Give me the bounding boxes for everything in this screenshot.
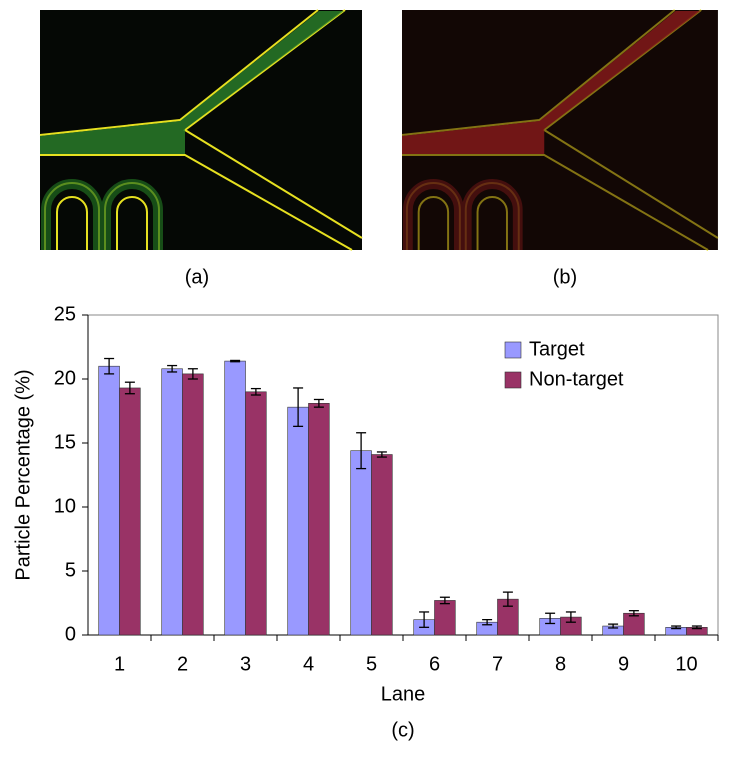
y-axis-title: Particle Percentage (%) (12, 369, 34, 580)
x-tick-label: 3 (240, 653, 251, 675)
error-bar (439, 596, 450, 605)
error-bar (376, 451, 387, 458)
error-bar (628, 610, 639, 617)
x-tick-label: 1 (114, 653, 125, 675)
x-tick-label: 4 (303, 653, 314, 675)
error-bar (502, 591, 513, 607)
legend-label: Target (529, 338, 585, 360)
error-bar (545, 612, 556, 625)
legend-swatch (504, 371, 522, 389)
error-bar (230, 359, 241, 363)
bar (245, 391, 267, 636)
caption: (c) (391, 719, 414, 741)
error-bar (104, 357, 115, 375)
x-axis-title: Lane (381, 683, 426, 705)
y-tick-label: 10 (54, 495, 76, 517)
x-tick-label: 7 (492, 653, 503, 675)
image-b (401, 9, 719, 251)
panel-label: (b) (553, 266, 577, 288)
bar (623, 612, 645, 636)
y-tick-label: 25 (54, 303, 76, 325)
bar (182, 373, 204, 636)
bar (308, 403, 330, 636)
y-tick-label: 15 (54, 431, 76, 453)
error-bar (187, 368, 198, 380)
error-bar (691, 625, 702, 630)
error-bar (608, 623, 619, 629)
error-bar (250, 387, 261, 396)
bar (119, 387, 141, 636)
legend-label: Non-target (529, 368, 624, 390)
bar (371, 454, 393, 636)
x-tick-label: 5 (366, 653, 377, 675)
x-tick-label: 10 (675, 653, 697, 675)
x-tick-label: 8 (555, 653, 566, 675)
image-a (39, 9, 363, 251)
error-bar (356, 432, 367, 470)
bar (224, 360, 246, 636)
bar (434, 600, 456, 636)
x-tick-label: 6 (429, 653, 440, 675)
bar (287, 406, 309, 636)
bar (350, 450, 372, 636)
error-bar (293, 387, 304, 428)
y-tick-label: 20 (54, 367, 76, 389)
legend-swatch (504, 341, 522, 359)
error-bar (482, 618, 493, 626)
y-tick-label: 5 (65, 559, 76, 581)
error-bar (419, 611, 430, 628)
x-tick-label: 2 (177, 653, 188, 675)
error-bar (167, 364, 178, 373)
y-tick-label: 0 (65, 623, 76, 645)
error-bar (565, 611, 576, 623)
error-bar (313, 398, 324, 408)
error-bar (124, 381, 135, 395)
bar (98, 365, 120, 636)
x-tick-label: 9 (618, 653, 629, 675)
panel-label: (a) (185, 266, 209, 288)
bar (161, 368, 183, 636)
error-bar (671, 625, 682, 630)
